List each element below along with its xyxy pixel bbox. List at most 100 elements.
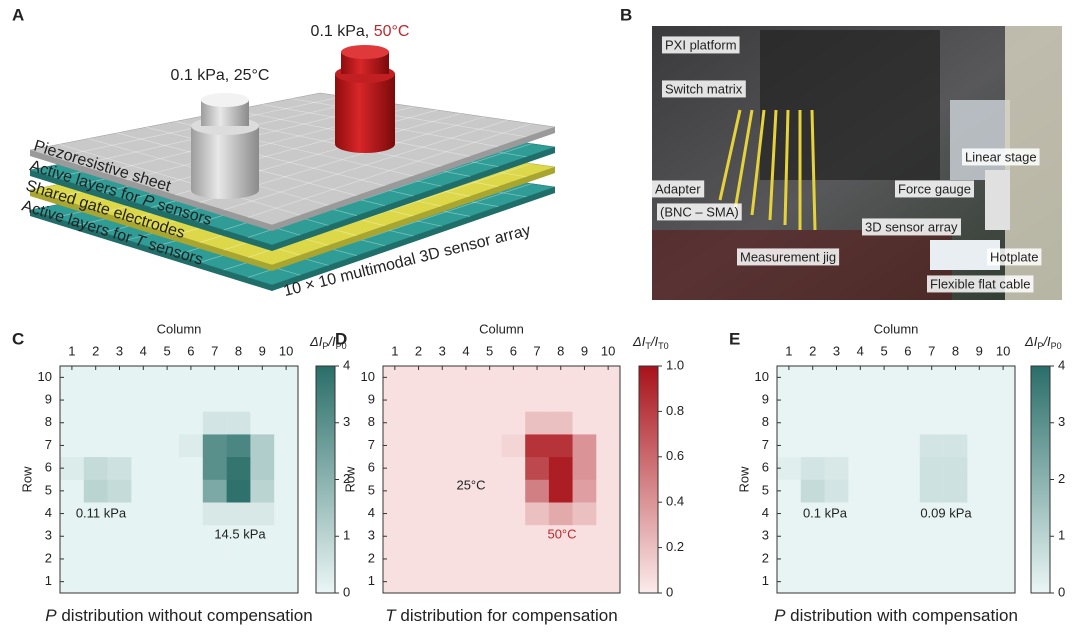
heatmap-cell [943, 502, 968, 526]
heatmap-cell [131, 411, 156, 435]
plot-frame [776, 365, 1016, 594]
heatmap-cell [525, 547, 550, 571]
colorbar-label: ΔIP/IP0 [309, 334, 347, 351]
colorbar-label-part: ΔI [1024, 334, 1038, 349]
colorbar-label-part: P [322, 341, 328, 351]
x-tick-label: 6 [510, 343, 517, 358]
heatmap-cell [250, 502, 275, 526]
heatmap-cell [872, 456, 897, 480]
x-tick-label: 9 [581, 343, 588, 358]
heatmap-cell [872, 434, 897, 458]
heatmap-cell [824, 388, 849, 412]
heatmap-cell [572, 502, 597, 526]
heatmap-cell [83, 547, 108, 571]
heatmap-cell [967, 502, 992, 526]
heatmap-cell [454, 547, 479, 571]
heatmap-cell [967, 388, 992, 412]
y-tick-label: 2 [368, 550, 375, 565]
heatmap-cell [202, 411, 227, 435]
y-tick-label: 6 [45, 460, 52, 475]
heatmap-cell [60, 479, 85, 503]
monitor [950, 100, 1010, 180]
heatmap-cell [250, 547, 275, 571]
annotation: 14.5 kPa [214, 526, 266, 541]
heatmap-cell [274, 366, 299, 389]
heatmap-cell [525, 524, 550, 548]
heatmap-cell [226, 547, 251, 571]
heatmap-cell [548, 502, 573, 526]
y-tick-label: 3 [45, 528, 52, 543]
colorbar-tick-label: 1 [1058, 528, 1065, 543]
heatmap-cell [477, 547, 502, 571]
colorbar-tick-label: 0.4 [666, 494, 684, 509]
heatmap-cell [250, 479, 275, 503]
callout: Flexible flat cable [930, 276, 1030, 291]
callout-box [862, 218, 961, 236]
heatmap-cell [872, 502, 897, 526]
heatmap-cell [848, 366, 873, 389]
heatmap-cell [383, 502, 407, 526]
annotation: 50°C [547, 526, 576, 541]
heatmap-cell [991, 388, 1016, 412]
x-axis-label: Column [479, 321, 524, 336]
heatmap-cell [548, 366, 573, 389]
x-tick-label: 7 [533, 343, 540, 358]
heatmap-cell [800, 411, 825, 435]
heatmap-cell [991, 411, 1016, 435]
heatmap-cell [202, 502, 227, 526]
heatmap-cell [501, 434, 526, 458]
weight-base [335, 135, 395, 153]
colorbar [1030, 365, 1051, 594]
heatmap-cell [454, 434, 479, 458]
heatmap-cell [991, 570, 1016, 594]
heatmap-cell [131, 524, 156, 548]
x-tick-label: 4 [462, 343, 469, 358]
x-tick-label: 5 [163, 343, 170, 358]
heatmap-cell [596, 456, 621, 480]
panel-label: A [12, 5, 24, 24]
y-tick-label: 10 [361, 369, 375, 384]
heatmap-cell [107, 479, 132, 503]
heatmap-cell [572, 388, 597, 412]
x-tick-label: 10 [601, 343, 615, 358]
heatmap-cell [525, 502, 550, 526]
heatmap-cell [596, 411, 621, 435]
y-tick-label: 4 [45, 505, 52, 520]
y-axis-label: Row [19, 466, 34, 493]
y-tick-label: 6 [368, 460, 375, 475]
heatmap-cell [967, 434, 992, 458]
heatmap-cell [179, 456, 204, 480]
x-tick-label: 10 [996, 343, 1010, 358]
y-tick-label: 9 [762, 391, 769, 406]
heatmap-cell [202, 524, 227, 548]
y-tick-label: 4 [368, 505, 375, 520]
callout-box [662, 80, 746, 98]
y-tick-label: 7 [368, 437, 375, 452]
heatmap-cell [548, 388, 573, 412]
heatmap-cell [824, 456, 849, 480]
plot-frame [59, 365, 299, 594]
heatmap-cell [824, 570, 849, 594]
x-tick-label: 3 [116, 343, 123, 358]
callout-box [987, 248, 1042, 266]
chart-title: P distribution without compensation [45, 606, 312, 625]
heatmap-cell [430, 366, 455, 389]
heatmap-cell [226, 479, 251, 503]
heatmap-cell [454, 479, 479, 503]
colorbar-tick-label: 0 [1058, 584, 1065, 599]
title-text: distribution without compensation [57, 606, 313, 625]
heatmap-cell [179, 479, 204, 503]
heatmap-cell [525, 570, 550, 594]
callout: PXI platform [665, 37, 737, 52]
cables [718, 109, 817, 231]
x-tick-label: 3 [439, 343, 446, 358]
heatmap-cell [800, 524, 825, 548]
heatmap-cell [777, 524, 802, 548]
heatmap-cell [848, 411, 873, 435]
x-tick-label: 4 [857, 343, 864, 358]
heatmap-cell [83, 434, 108, 458]
heatmap-cell [155, 434, 180, 458]
heatmap-cell [406, 388, 431, 412]
heatmap-cell [967, 411, 992, 435]
